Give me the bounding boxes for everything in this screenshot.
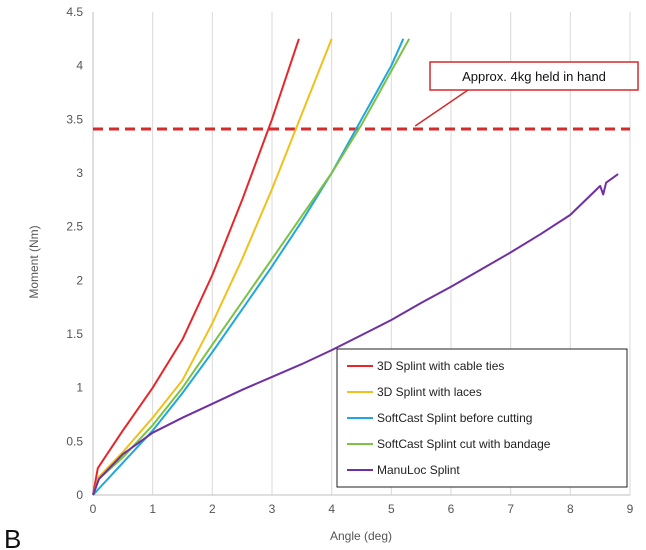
y-tick-label: 0.5 [66,434,83,448]
y-tick-label: 4.5 [66,5,83,19]
series-line [92,38,411,496]
axes: 0 1 2 3 4 5 6 7 8 9 0 0.5 1 1.5 2 2.5 3 3.5 4 4.5 [66,5,633,516]
annotation-arrow [414,89,469,127]
annotation-box [429,61,639,91]
legend-label: 3D Splint with laces [377,385,482,399]
x-tick-label: 1 [149,502,156,516]
gridlines [152,12,631,495]
y-tick-label: 1 [76,381,83,395]
y-tick-label: 0 [76,488,83,502]
annotation-text: Approx. 4kg held in hand [462,69,606,84]
series-line [92,173,619,496]
x-tick-label: 6 [448,502,455,516]
y-tick-label: 2.5 [66,220,83,234]
series-line [92,38,333,496]
y-tick-label: 3 [76,166,83,180]
annotation: Approx. 4kg held in hand [414,61,639,127]
legend-label: ManuLoc Splint [377,463,460,477]
legend-box [336,348,628,488]
x-tick-label: 5 [388,502,395,516]
x-tick-label: 0 [90,502,97,516]
legend-label: 3D Splint with cable ties [377,359,504,373]
y-tick-label: 4 [76,59,83,73]
series-line [92,38,300,496]
x-tick-label: 3 [269,502,276,516]
y-axis-title: Moment (Nm) [27,225,41,298]
x-tick-label: 2 [209,502,216,516]
y-tick-label: 1.5 [66,327,83,341]
legend-label: SoftCast Splint cut with bandage [377,437,551,451]
series-lines [92,38,619,496]
x-tick-label: 9 [627,502,634,516]
x-tick-label: 8 [567,502,574,516]
y-tick-label: 2 [76,273,83,287]
x-tick-label: 7 [507,502,514,516]
y-tick-label: 3.5 [66,112,83,126]
x-axis-title: Angle (deg) [330,529,392,543]
legend-label: SoftCast Splint before cutting [377,411,532,425]
x-tick-label: 4 [328,502,335,516]
panel-label: B [4,524,21,550]
legend: 3D Splint with cable ties 3D Splint with … [336,348,628,488]
